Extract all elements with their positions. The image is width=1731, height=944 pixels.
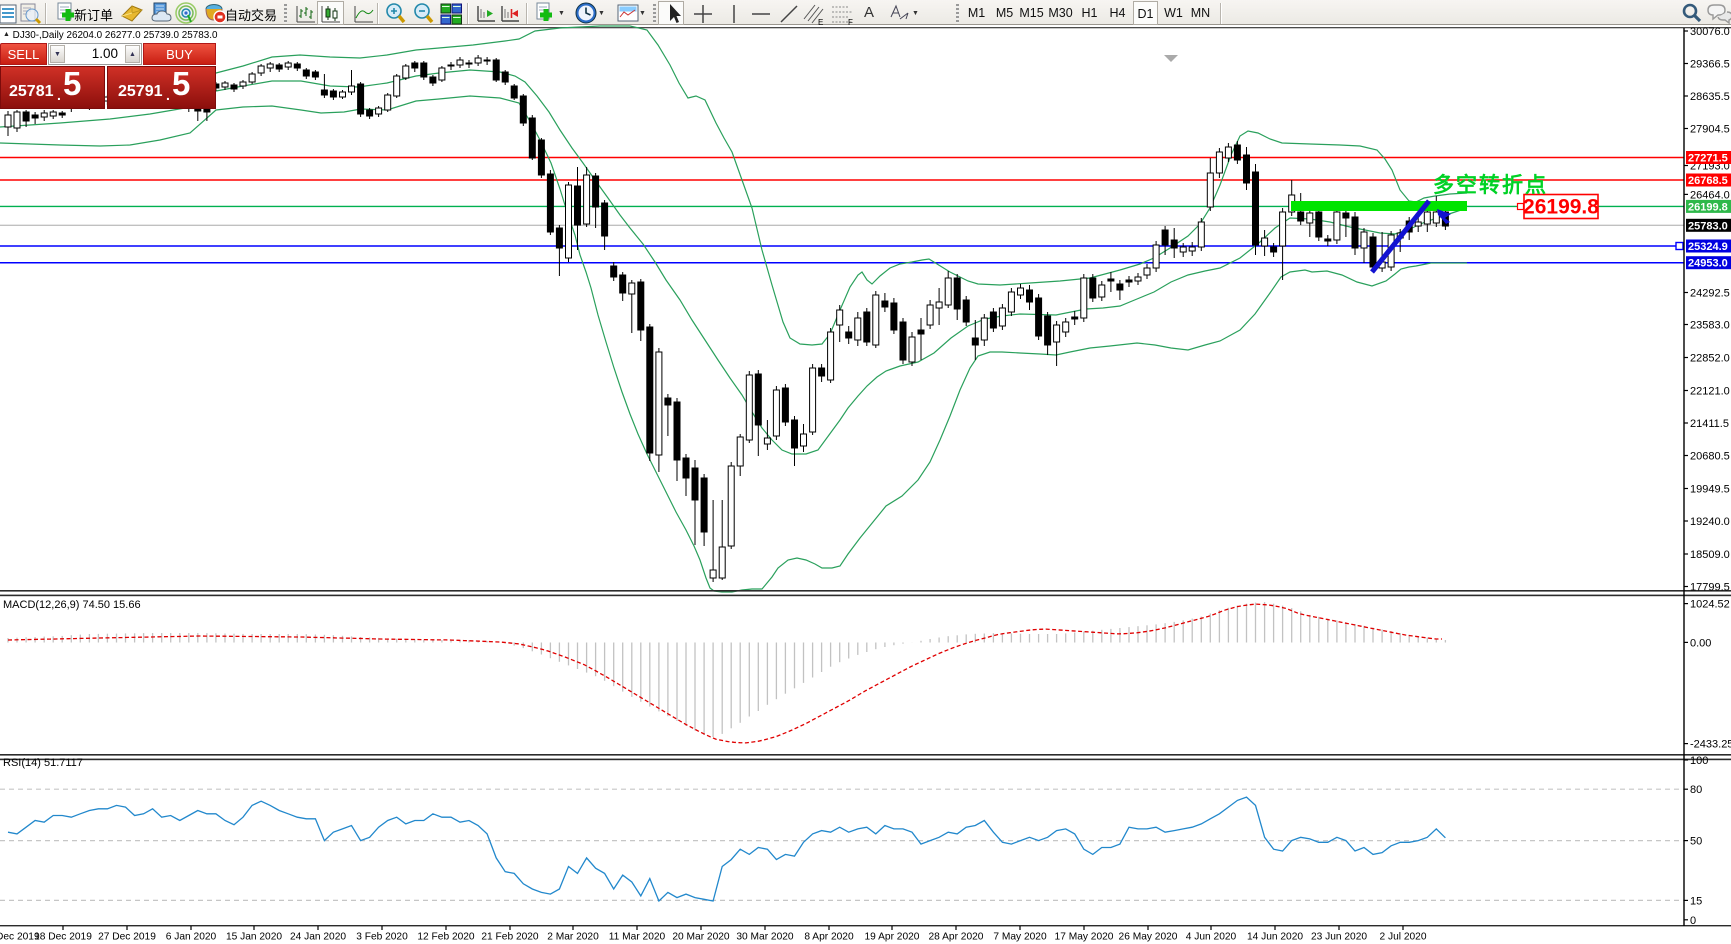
svg-text:28 Apr 2020: 28 Apr 2020 [929, 932, 984, 943]
svg-text:27904.5: 27904.5 [1690, 124, 1730, 136]
svg-text:27271.5: 27271.5 [1688, 153, 1728, 165]
svg-text:21 Feb 2020: 21 Feb 2020 [481, 932, 539, 943]
svg-text:7 May 2020: 7 May 2020 [993, 932, 1047, 943]
svg-text:20 Mar 2020: 20 Mar 2020 [672, 932, 730, 943]
svg-text:21411.5: 21411.5 [1690, 418, 1729, 430]
svg-text:30 Mar 2020: 30 Mar 2020 [736, 932, 794, 943]
svg-text:19 Apr 2020: 19 Apr 2020 [865, 932, 920, 943]
svg-text:MACD(12,26,9) 74.50 15.66: MACD(12,26,9) 74.50 15.66 [3, 599, 141, 611]
svg-text:18 Dec 2019: 18 Dec 2019 [34, 932, 92, 943]
svg-text:80: 80 [1690, 784, 1702, 796]
svg-text:12 Feb 2020: 12 Feb 2020 [417, 932, 475, 943]
svg-text:-2433.25: -2433.25 [1690, 739, 1731, 751]
svg-text:0: 0 [1690, 915, 1696, 927]
svg-text:26 May 2020: 26 May 2020 [1119, 932, 1178, 943]
svg-text:3 Feb 2020: 3 Feb 2020 [356, 932, 408, 943]
svg-text:24 Jan 2020: 24 Jan 2020 [290, 932, 346, 943]
svg-text:23583.0: 23583.0 [1690, 320, 1730, 332]
svg-text:100: 100 [1690, 755, 1708, 767]
svg-text:26464.0: 26464.0 [1690, 189, 1730, 201]
svg-text:24292.5: 24292.5 [1690, 288, 1730, 300]
svg-text:50: 50 [1690, 836, 1702, 848]
svg-text:25324.9: 25324.9 [1688, 241, 1728, 253]
svg-text:19949.5: 19949.5 [1690, 484, 1730, 496]
svg-text:17799.5: 17799.5 [1690, 582, 1730, 594]
svg-text:15: 15 [1690, 895, 1702, 907]
svg-text:F: F [848, 18, 853, 27]
svg-text:17 May 2020: 17 May 2020 [1055, 932, 1114, 943]
svg-text:4 Jun 2020: 4 Jun 2020 [1186, 932, 1237, 943]
svg-text:14 Jun 2020: 14 Jun 2020 [1247, 932, 1303, 943]
svg-text:22852.0: 22852.0 [1690, 353, 1730, 365]
svg-text:23 Jun 2020: 23 Jun 2020 [1311, 932, 1367, 943]
svg-text:29366.5: 29366.5 [1690, 59, 1730, 71]
svg-text:Dec 2019: Dec 2019 [0, 932, 40, 943]
svg-text:30076.0: 30076.0 [1690, 26, 1730, 38]
svg-text:27 Dec 2019: 27 Dec 2019 [98, 932, 156, 943]
svg-text:0.00: 0.00 [1690, 637, 1711, 649]
svg-text:8 Apr 2020: 8 Apr 2020 [804, 932, 854, 943]
svg-text:6 Jan 2020: 6 Jan 2020 [166, 932, 217, 943]
svg-text:RSI(14) 51.7117: RSI(14) 51.7117 [3, 757, 83, 769]
svg-text:26768.5: 26768.5 [1688, 175, 1728, 187]
svg-text:26199.8: 26199.8 [1523, 196, 1599, 219]
svg-text:1024.52: 1024.52 [1690, 599, 1730, 611]
svg-text:11 Mar 2020: 11 Mar 2020 [609, 932, 666, 943]
svg-text:2 Mar 2020: 2 Mar 2020 [547, 932, 599, 943]
svg-text:28635.5: 28635.5 [1690, 91, 1730, 103]
svg-text:多空转折点: 多空转折点 [1433, 173, 1548, 197]
svg-text:E: E [818, 18, 823, 27]
svg-text:22121.0: 22121.0 [1690, 386, 1730, 398]
svg-text:25783.0: 25783.0 [1688, 220, 1728, 232]
svg-text:2 Jul 2020: 2 Jul 2020 [1379, 932, 1426, 943]
svg-text:26199.8: 26199.8 [1688, 201, 1728, 213]
svg-text:24953.0: 24953.0 [1688, 258, 1728, 270]
svg-text:19240.0: 19240.0 [1690, 516, 1730, 528]
svg-text:15 Jan 2020: 15 Jan 2020 [226, 932, 282, 943]
svg-text:20680.5: 20680.5 [1690, 451, 1730, 463]
svg-text:18509.0: 18509.0 [1690, 549, 1730, 561]
